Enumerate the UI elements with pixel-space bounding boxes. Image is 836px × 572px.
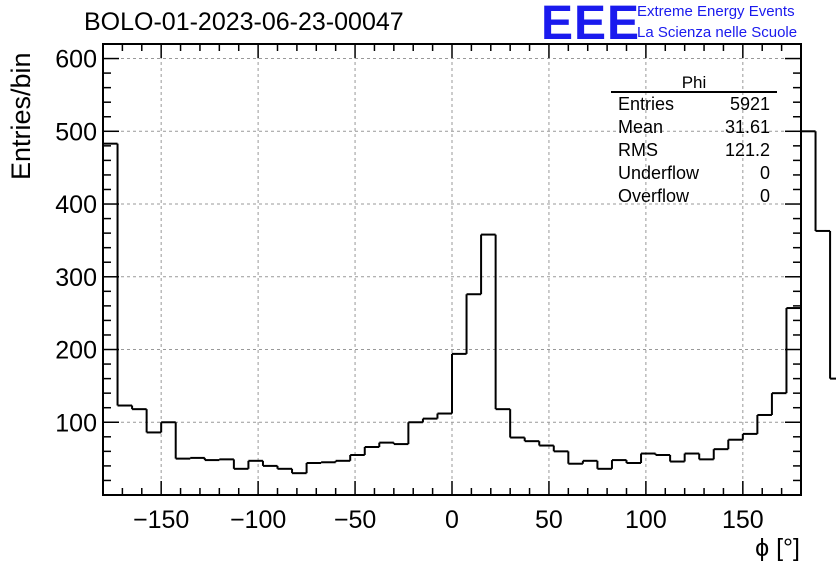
stats-divider xyxy=(611,91,777,93)
stats-title: Phi xyxy=(681,73,707,92)
x-tick-label: −50 xyxy=(334,506,376,534)
x-tick-label: 0 xyxy=(445,506,459,534)
x-tick-label: 50 xyxy=(535,506,563,534)
grid-lines xyxy=(103,44,801,495)
stat-key: Overflow xyxy=(618,186,690,206)
x-axis-label: ϕ [°] xyxy=(755,534,800,562)
stat-row-entries: Entries 5921 xyxy=(618,94,770,116)
stat-value: 0 xyxy=(759,186,770,206)
x-tick-label: −150 xyxy=(133,506,189,534)
stat-value: 31.61 xyxy=(724,117,770,137)
ticks: −150 −100 −50 0 50 100 150 100 200 300 400 500 600 xyxy=(55,43,802,534)
x-tick-label: 150 xyxy=(722,506,764,534)
stat-value: 5921 xyxy=(729,94,770,114)
stat-key: Mean xyxy=(618,117,664,137)
stat-key: RMS xyxy=(618,140,658,160)
y-tick-label: 600 xyxy=(55,46,97,74)
stat-row-mean: Mean 31.61 xyxy=(618,117,770,139)
eee-logo: EEE xyxy=(541,0,641,50)
stat-value: 0 xyxy=(759,163,770,183)
x-tick-label: 100 xyxy=(625,506,667,534)
y-tick-label: 400 xyxy=(55,191,97,219)
logo-line-2: La Scienza nelle Scuole xyxy=(637,24,798,41)
stat-key: Entries xyxy=(618,94,675,114)
stat-value: 121.2 xyxy=(724,140,770,160)
stat-row-underflow: Underflow 0 xyxy=(618,163,770,185)
logo-line-1: Extreme Energy Events xyxy=(637,3,795,20)
stat-key: Underflow xyxy=(618,163,700,183)
y-tick-label: 200 xyxy=(55,337,97,365)
y-tick-label: 100 xyxy=(55,409,97,437)
y-tick-label: 500 xyxy=(55,118,97,146)
chart-title: BOLO-01-2023-06-23-00047 xyxy=(84,8,404,36)
x-tick-label: −100 xyxy=(230,506,286,534)
stat-row-overflow: Overflow 0 xyxy=(618,186,770,208)
y-tick-label: 300 xyxy=(55,264,97,292)
stat-row-rms: RMS 121.2 xyxy=(618,140,770,162)
y-axis-label: Entries/bin xyxy=(6,52,36,180)
